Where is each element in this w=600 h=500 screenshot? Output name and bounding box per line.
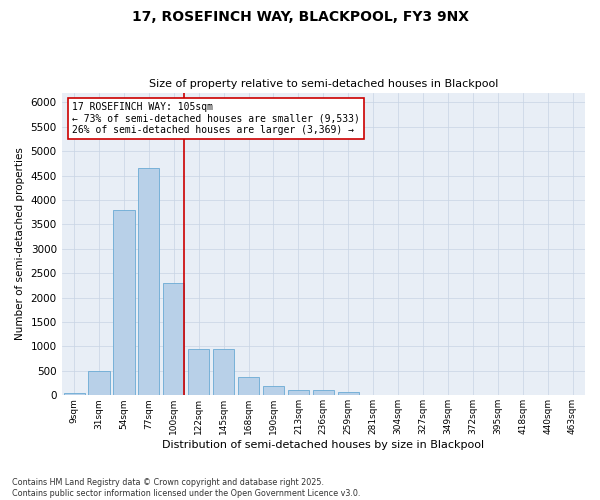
- Bar: [138, 168, 160, 396]
- Bar: [288, 390, 309, 396]
- Bar: [64, 393, 85, 396]
- Y-axis label: Number of semi-detached properties: Number of semi-detached properties: [15, 148, 25, 340]
- Title: Size of property relative to semi-detached houses in Blackpool: Size of property relative to semi-detach…: [149, 79, 498, 89]
- Bar: [238, 376, 259, 396]
- Bar: [188, 349, 209, 396]
- Bar: [113, 210, 134, 396]
- Text: Contains HM Land Registry data © Crown copyright and database right 2025.
Contai: Contains HM Land Registry data © Crown c…: [12, 478, 361, 498]
- Bar: [263, 386, 284, 396]
- Bar: [213, 349, 234, 396]
- Text: 17 ROSEFINCH WAY: 105sqm
← 73% of semi-detached houses are smaller (9,533)
26% o: 17 ROSEFINCH WAY: 105sqm ← 73% of semi-d…: [72, 102, 360, 135]
- Bar: [313, 390, 334, 396]
- Bar: [338, 392, 359, 396]
- Bar: [163, 283, 184, 396]
- Text: 17, ROSEFINCH WAY, BLACKPOOL, FY3 9NX: 17, ROSEFINCH WAY, BLACKPOOL, FY3 9NX: [131, 10, 469, 24]
- X-axis label: Distribution of semi-detached houses by size in Blackpool: Distribution of semi-detached houses by …: [162, 440, 484, 450]
- Bar: [88, 371, 110, 396]
